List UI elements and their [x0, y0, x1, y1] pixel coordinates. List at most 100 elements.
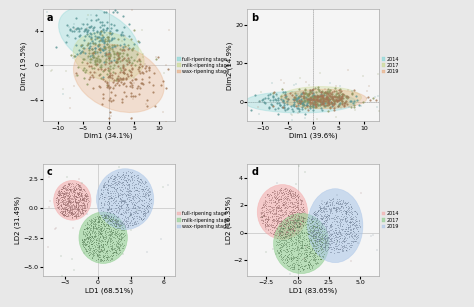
Point — [112, 222, 119, 227]
Point — [281, 209, 288, 214]
Point — [77, 192, 84, 196]
Point — [108, 252, 115, 257]
Point — [282, 233, 290, 238]
Point — [106, 184, 114, 189]
Point — [63, 22, 71, 27]
Point — [281, 227, 288, 232]
Point — [72, 181, 80, 186]
Point — [268, 194, 276, 199]
Point — [74, 197, 82, 202]
Point — [93, 226, 101, 231]
Point — [83, 211, 91, 216]
Point — [131, 211, 139, 216]
Point — [119, 170, 127, 175]
Point — [288, 201, 296, 206]
Point — [85, 248, 93, 253]
Point — [333, 232, 341, 237]
Point — [113, 221, 121, 226]
Point — [257, 90, 264, 95]
Point — [305, 226, 313, 231]
Point — [59, 185, 67, 190]
Point — [87, 226, 94, 231]
Point — [94, 219, 101, 223]
Point — [310, 227, 318, 232]
Point — [129, 216, 137, 221]
Point — [348, 228, 356, 233]
Point — [326, 216, 333, 221]
Point — [311, 211, 319, 216]
Point — [314, 95, 322, 99]
Point — [63, 208, 71, 213]
Point — [284, 249, 292, 254]
Point — [112, 222, 120, 227]
Point — [341, 245, 349, 250]
Point — [115, 245, 122, 250]
Point — [134, 219, 141, 224]
Point — [281, 195, 289, 200]
Point — [311, 104, 319, 109]
Point — [85, 230, 93, 235]
Point — [73, 190, 81, 195]
Point — [269, 206, 277, 211]
Point — [90, 49, 98, 54]
Point — [296, 221, 303, 226]
Point — [284, 220, 292, 225]
Point — [308, 226, 316, 231]
Point — [114, 181, 121, 185]
Point — [282, 242, 290, 247]
Point — [60, 201, 67, 206]
Point — [321, 220, 328, 225]
Point — [58, 211, 66, 216]
Point — [62, 193, 69, 198]
Point — [101, 232, 109, 237]
Point — [314, 248, 321, 253]
Point — [74, 205, 82, 210]
Point — [283, 257, 291, 262]
Point — [104, 226, 112, 231]
Point — [347, 230, 355, 235]
Point — [77, 212, 85, 216]
Point — [295, 91, 302, 96]
Point — [285, 251, 293, 256]
Point — [112, 227, 120, 232]
Point — [63, 201, 71, 206]
Point — [274, 234, 282, 239]
Point — [78, 210, 85, 215]
Ellipse shape — [257, 185, 308, 239]
Point — [290, 96, 298, 101]
Point — [337, 219, 344, 223]
Point — [118, 76, 126, 81]
Point — [106, 58, 113, 63]
Point — [316, 70, 324, 75]
Point — [303, 226, 311, 231]
Point — [143, 196, 150, 201]
Point — [326, 198, 334, 203]
Point — [321, 230, 329, 235]
Point — [61, 212, 69, 217]
Point — [100, 222, 108, 227]
Point — [119, 64, 127, 69]
Point — [141, 212, 148, 217]
Point — [288, 89, 296, 94]
Point — [117, 188, 125, 192]
Point — [80, 204, 88, 209]
Point — [101, 238, 109, 243]
Point — [271, 194, 278, 199]
Point — [317, 90, 325, 95]
Point — [297, 197, 304, 202]
Point — [337, 204, 345, 208]
Point — [101, 67, 109, 72]
Point — [75, 208, 83, 213]
Point — [291, 255, 298, 260]
Point — [81, 192, 88, 197]
Point — [291, 194, 298, 199]
Point — [115, 223, 123, 228]
Point — [321, 240, 329, 245]
Point — [286, 191, 293, 196]
Point — [278, 240, 286, 245]
Point — [326, 101, 333, 106]
Point — [132, 63, 139, 68]
Point — [63, 203, 71, 208]
Point — [125, 57, 133, 62]
Point — [135, 210, 142, 215]
